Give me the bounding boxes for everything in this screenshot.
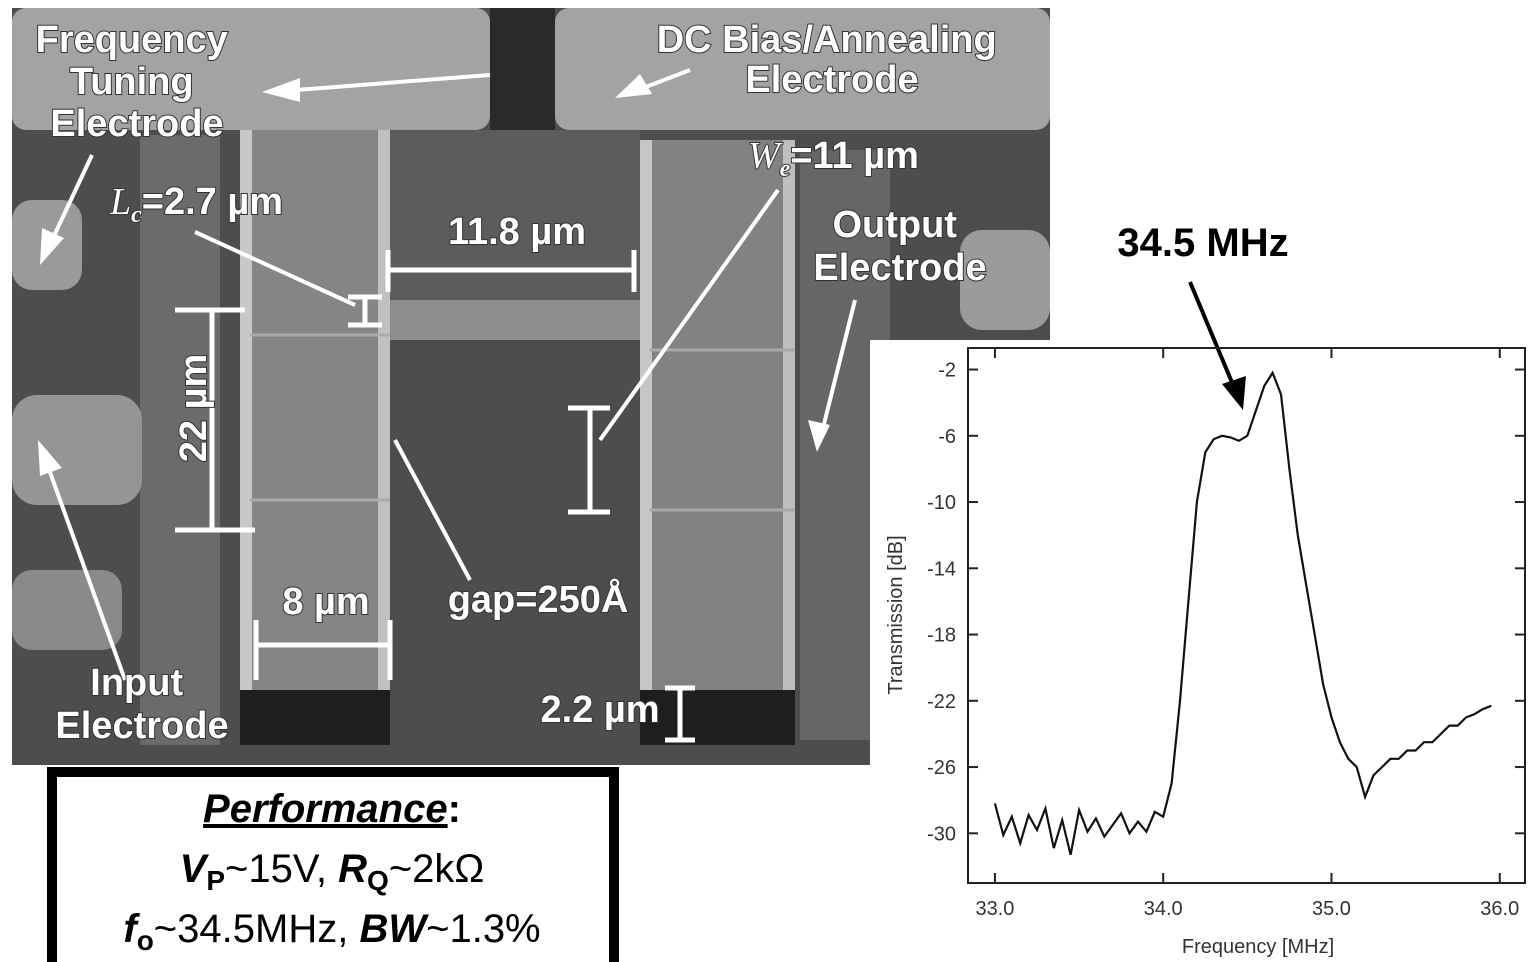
plot-frame — [967, 347, 1526, 884]
y-tick-label: -10 — [927, 492, 956, 514]
output-label: Output Electrode — [813, 204, 986, 289]
input-label: Input Electrode — [55, 662, 228, 747]
x-tick-label: 36.0 — [1480, 898, 1519, 920]
annotation-arrow — [1188, 281, 1246, 410]
x-tick-label: 35.0 — [1312, 898, 1351, 920]
x-tick-label: 33.0 — [975, 898, 1014, 920]
lc-label: Lc=2.7 µm — [109, 181, 283, 228]
performance-line: fo~34.5MHz, BW~1.3% — [123, 907, 540, 956]
dc-bias-label: DC Bias/Annealing Electrode — [657, 19, 1008, 101]
gap-label: gap=250Å — [448, 577, 629, 621]
x-axis-label: Frequency [MHz] — [1182, 936, 1334, 958]
y-axis-label: Transmission [dB] — [885, 535, 907, 694]
we-label: We=11 µm — [748, 135, 919, 182]
y-tick-label: -14 — [927, 558, 956, 580]
performance-line: VP~15V, RQ~2kΩ — [180, 847, 485, 896]
performance-box — [47, 767, 619, 962]
width-label: 8 µm — [282, 581, 369, 623]
y-tick-label: -26 — [927, 757, 956, 779]
anchor-label: 2.2 µm — [540, 689, 659, 731]
annotation-lines — [38, 68, 857, 681]
performance-title: Performance: — [203, 787, 461, 831]
chart-background — [870, 340, 1534, 962]
plot: -2 -6 -10 -14 -18 -22 -26 -30 33.0 34.0 35.0 36.0 — [927, 348, 1525, 920]
y-tick-label: -30 — [927, 823, 956, 845]
y-tick-label: -6 — [938, 426, 956, 448]
peak-annotation: 34.5 MHz — [1117, 221, 1288, 265]
y-tick-label: -2 — [938, 360, 956, 382]
x-tick-label: 34.0 — [1144, 898, 1183, 920]
dimension-bars — [175, 250, 695, 743]
span-label: 11.8 µm — [448, 211, 586, 253]
tuning-label: Frequency Tuning Electrode — [36, 19, 239, 145]
data-line — [993, 370, 1492, 856]
y-tick-label: -22 — [927, 691, 956, 713]
y-tick-label: -18 — [927, 625, 956, 647]
height-label: 22 µm — [173, 354, 215, 463]
